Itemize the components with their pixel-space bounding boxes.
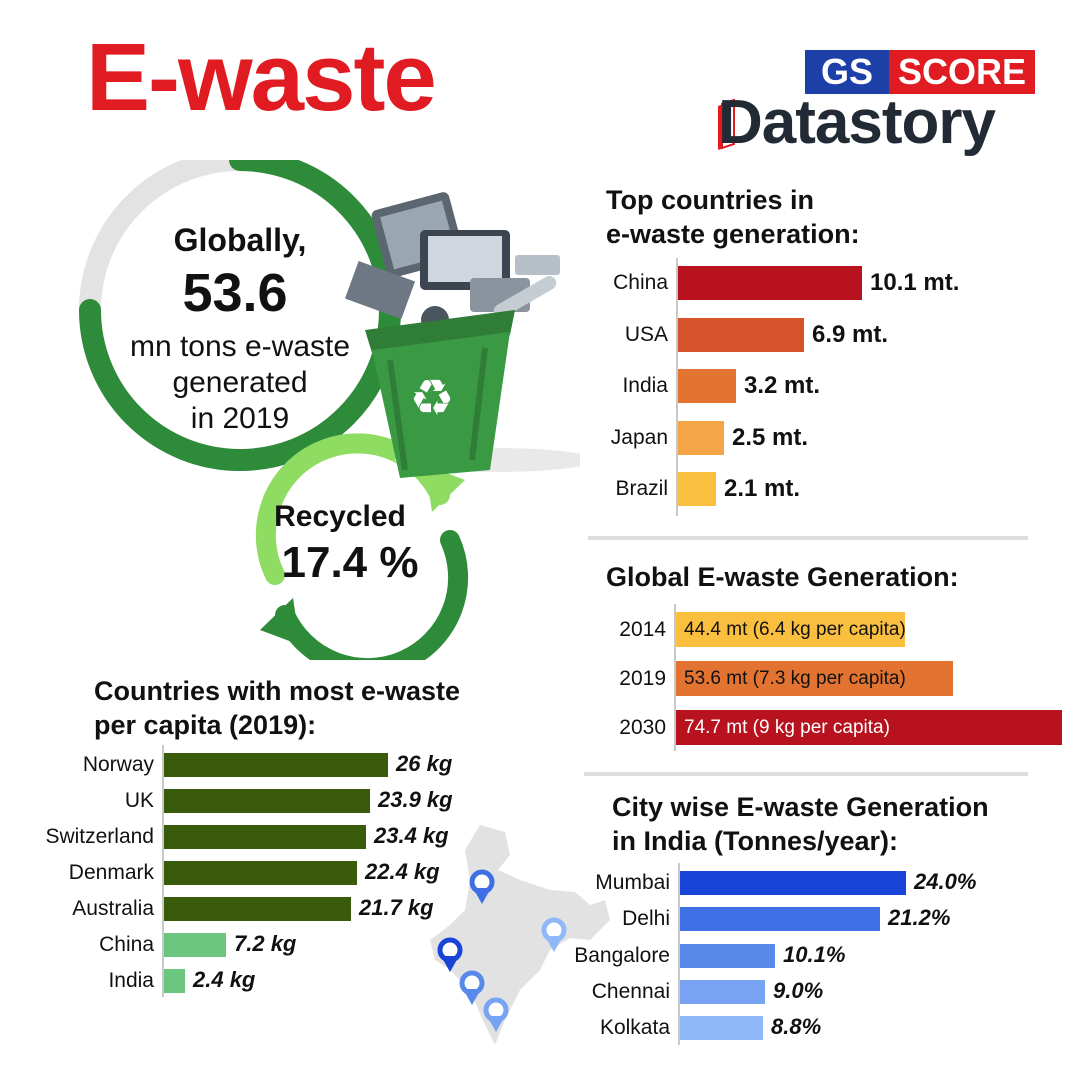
- bar: [164, 753, 388, 777]
- data-label: 44.4 mt (6.4 kg per capita): [684, 618, 906, 640]
- svg-text:♻: ♻: [410, 369, 455, 427]
- book-icon: [718, 98, 735, 150]
- logo-datastory-text: Datastory: [718, 88, 996, 157]
- bar: [164, 861, 357, 885]
- category-label: Delhi: [622, 907, 670, 931]
- global-summary-graphic: ♻: [79, 160, 580, 660]
- per-capita-title: Countries with most e-waste per capita (…: [94, 674, 460, 742]
- city-wise-title: City wise E-waste Generation in India (T…: [612, 790, 989, 858]
- data-label: 26 kg: [396, 751, 453, 776]
- category-label: USA: [624, 322, 668, 346]
- category-label: 2030: [619, 715, 666, 739]
- top-countries-title-line2: e-waste generation:: [606, 219, 860, 249]
- summary-line-2: generated: [172, 366, 308, 399]
- category-label: Bangalore: [574, 943, 670, 967]
- data-label: 2.5 mt.: [732, 423, 809, 451]
- category-label: China: [613, 271, 668, 294]
- data-label: 10.1 mt.: [870, 269, 960, 296]
- category-label: Mumbai: [595, 871, 670, 894]
- bar: [164, 897, 351, 921]
- data-label: 74.7 mt (9 kg per capita): [684, 716, 890, 738]
- bar: [680, 943, 775, 968]
- data-label: 9.0%: [773, 977, 824, 1003]
- category-label: India: [622, 374, 668, 397]
- data-label: 22.4 kg: [365, 859, 440, 884]
- recycled-value: 17.4 %: [281, 538, 419, 587]
- summary-globally: Globally,: [173, 222, 307, 258]
- data-label: 21.7 kg: [359, 895, 434, 920]
- chart-axis: [162, 745, 164, 997]
- bar: [678, 266, 862, 300]
- recycled-label: Recycled: [274, 500, 406, 533]
- data-label: 2.4 kg: [193, 967, 256, 992]
- bar: [164, 969, 185, 993]
- top-countries-title-line1: Top countries in: [606, 185, 814, 215]
- bar: [680, 1016, 763, 1041]
- chart-axis: [678, 863, 680, 1045]
- data-label: 23.4 kg: [374, 823, 449, 848]
- city-wise-title-line1: City wise E-waste Generation: [612, 792, 989, 822]
- chart-axis: [674, 604, 676, 751]
- divider-2: [584, 772, 1028, 776]
- data-label: 10.1%: [783, 941, 846, 967]
- data-label: 53.6 mt (7.3 kg per capita): [684, 667, 906, 689]
- logo-gs-text: GS: [805, 50, 889, 94]
- bar: [164, 789, 370, 813]
- top-countries-title: Top countries in e-waste generation:: [606, 183, 860, 251]
- category-label: China: [99, 933, 154, 956]
- bar: [676, 612, 905, 647]
- bar: [164, 933, 226, 957]
- bar: [676, 710, 1062, 745]
- bar: [680, 979, 765, 1004]
- category-label: UK: [124, 789, 154, 812]
- page-title: E-waste: [86, 24, 437, 131]
- data-label: 7.2 kg: [234, 931, 297, 956]
- recycle-bin-icon: ♻: [365, 310, 515, 478]
- bar: [164, 825, 366, 849]
- category-label: Australia: [72, 897, 154, 920]
- category-label: Norway: [82, 753, 154, 776]
- data-label: 21.2%: [888, 905, 951, 931]
- category-label: Brazil: [615, 477, 668, 500]
- bar: [676, 661, 953, 696]
- bar: [678, 317, 804, 352]
- divider-1: [588, 536, 1028, 540]
- bar: [680, 871, 906, 895]
- india-map-icon: [430, 825, 610, 1045]
- category-label: India: [108, 969, 154, 992]
- data-label: 2.1 mt.: [724, 475, 801, 502]
- chart-axis: [676, 258, 678, 516]
- global-generation-title: Global E-waste Generation:: [606, 562, 959, 592]
- summary-total: 53.6: [182, 263, 288, 323]
- ring-progress-arc: [79, 160, 401, 471]
- bar: [678, 420, 724, 455]
- bar: [678, 472, 716, 506]
- category-label: Japan: [610, 425, 668, 449]
- data-label: 8.8%: [771, 1014, 822, 1040]
- category-label: 2019: [619, 666, 666, 690]
- map-pin-icon: [437, 869, 567, 1032]
- data-label: 23.9 kg: [378, 787, 453, 812]
- data-label: 6.9 mt.: [812, 320, 889, 348]
- summary-line-1: mn tons e-waste: [129, 330, 351, 363]
- data-label: 3.2 mt.: [744, 372, 821, 399]
- city-wise-title-line2: in India (Tonnes/year):: [612, 826, 899, 856]
- category-label: Kolkata: [599, 1016, 670, 1040]
- per-capita-title-line2: per capita (2019):: [94, 710, 317, 740]
- category-label: Denmark: [68, 861, 154, 884]
- bar: [678, 369, 736, 403]
- bar: [680, 907, 880, 932]
- brand-logo: GS SCORE: [805, 50, 1035, 94]
- category-label: 2014: [619, 617, 666, 641]
- data-label: 24.0%: [914, 869, 977, 894]
- summary-line-3: in 2019: [190, 402, 290, 435]
- per-capita-title-line1: Countries with most e-waste: [94, 676, 461, 706]
- category-label: Chennai: [591, 979, 670, 1003]
- category-label: Switzerland: [45, 825, 154, 848]
- logo-score-text: SCORE: [889, 50, 1035, 94]
